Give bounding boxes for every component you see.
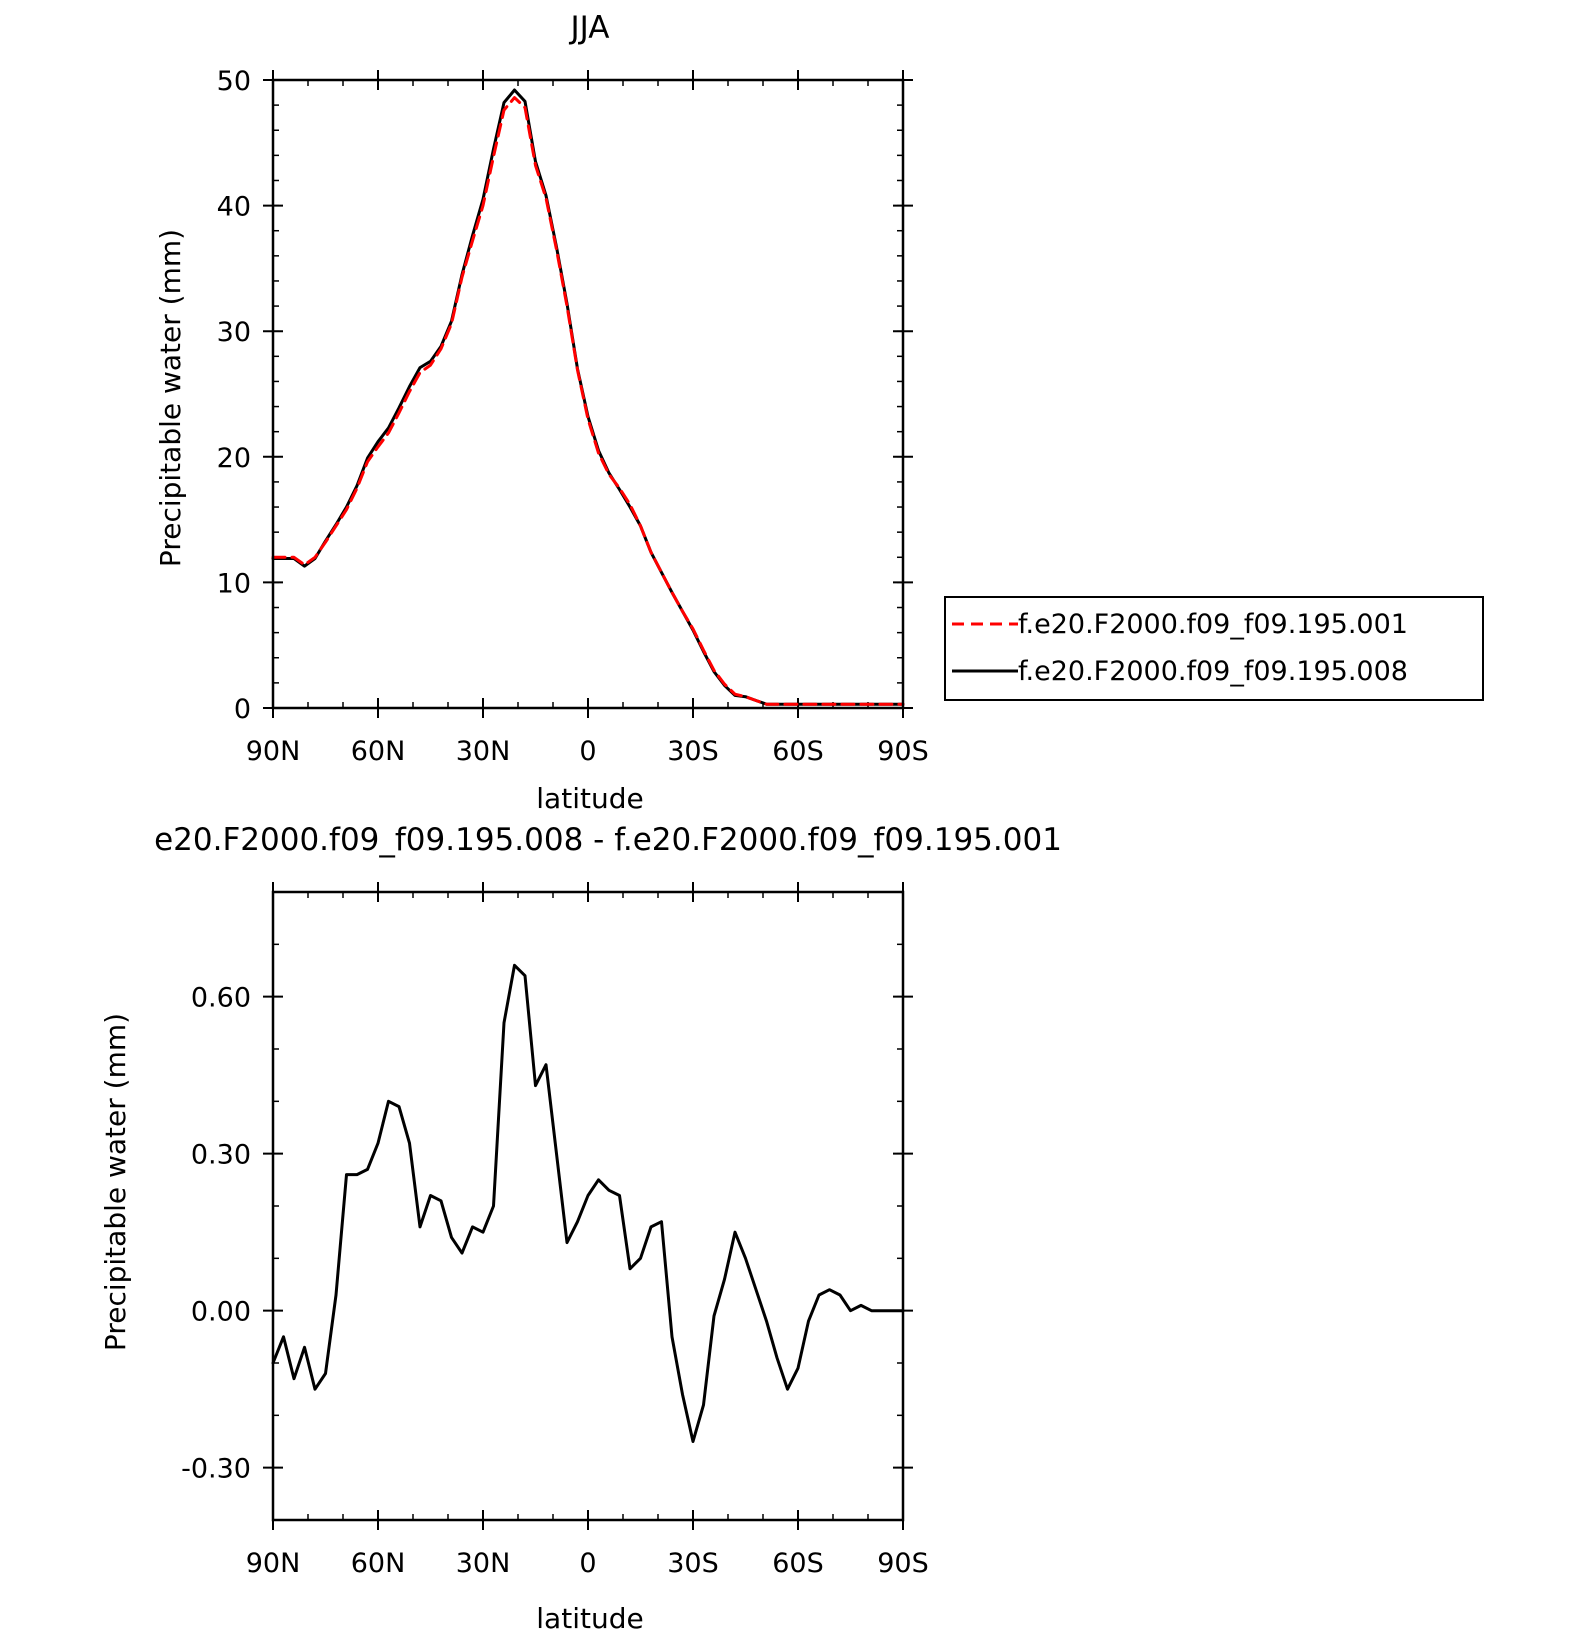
bottom-panel-x-axis-label: latitude — [536, 1602, 643, 1635]
bottom-panel-series — [271, 963, 905, 1443]
legend-box — [944, 596, 1484, 701]
y-tick-label: 0.00 — [191, 1297, 251, 1328]
y-tick-label: 50 — [217, 66, 251, 97]
top-panel-y-axis-label: Precipitable water (mm) — [154, 229, 187, 567]
x-tick-label: 30S — [667, 736, 719, 767]
y-tick-label: -0.30 — [181, 1454, 251, 1485]
y-tick-label: 20 — [217, 443, 251, 474]
bottom-panel-plot-frame — [271, 890, 905, 1522]
x-tick-label: 0 — [579, 1548, 596, 1579]
y-tick-label: 0.60 — [191, 983, 251, 1014]
x-tick-label: 30N — [456, 1548, 511, 1579]
bottom-panel-tick-labels: 90N 60N 30N 0 30S 60S 90S -0.30 0.00 0.30 0.60 — [181, 983, 929, 1579]
x-tick-label: 0 — [579, 736, 596, 767]
top-panel-x-axis-label: latitude — [536, 782, 643, 815]
bottom-panel-y-axis-label: Precipitable water (mm) — [99, 1013, 132, 1351]
legend: f.e20.F2000.f09_f09.195.001 f.e20.F2000.… — [944, 596, 1484, 701]
x-tick-label: 90S — [877, 736, 929, 767]
x-tick-label: 60N — [351, 1548, 406, 1579]
top-panel: JJA Precipitable water (mm) latitude 90N… — [154, 10, 929, 815]
top-panel-title: JJA — [569, 10, 610, 46]
bottom-panel: e20.F2000.f09_f09.195.008 - f.e20.F2000.… — [99, 822, 1062, 1635]
x-tick-label: 30N — [456, 736, 511, 767]
y-tick-label: 30 — [217, 317, 251, 348]
x-tick-label: 60S — [772, 736, 824, 767]
top-panel-tick-labels: 90N 60N 30N 0 30S 60S 90S 0 10 20 30 40 50 — [217, 66, 929, 767]
x-tick-label: 60N — [351, 736, 406, 767]
y-tick-label: 10 — [217, 568, 251, 599]
top-panel-series — [271, 88, 905, 706]
x-tick-label: 90N — [246, 736, 301, 767]
y-tick-label: 40 — [217, 192, 251, 223]
top-panel-series-line-0 — [271, 96, 905, 706]
x-tick-label: 60S — [772, 1548, 824, 1579]
x-tick-label: 90S — [877, 1548, 929, 1579]
x-tick-label: 90N — [246, 1548, 301, 1579]
legend-label-series-008: f.e20.F2000.f09_f09.195.008 — [1018, 656, 1408, 687]
top-panel-plot-frame — [271, 78, 905, 710]
bottom-panel-title: e20.F2000.f09_f09.195.008 - f.e20.F2000.… — [154, 822, 1062, 858]
bottom-panel-series-line-0 — [271, 963, 905, 1443]
x-tick-label: 30S — [667, 1548, 719, 1579]
y-tick-label: 0.30 — [191, 1140, 251, 1171]
legend-label-series-001: f.e20.F2000.f09_f09.195.001 — [1018, 609, 1408, 640]
y-tick-label: 0 — [234, 694, 251, 725]
